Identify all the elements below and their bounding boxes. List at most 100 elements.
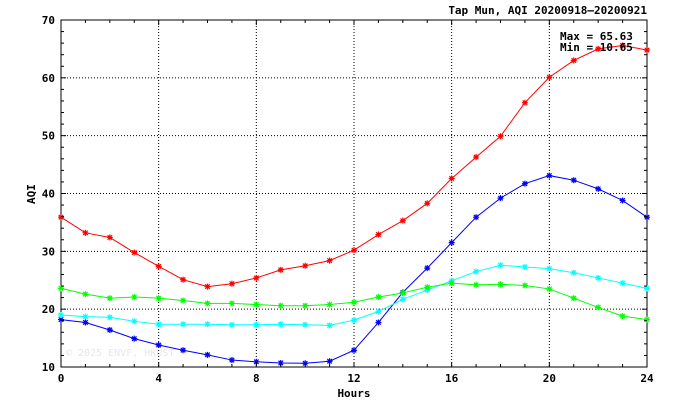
axis-ticks: 0 4 8 12 16 20 24 10 20 30 40 50 60 70 (42, 14, 654, 385)
data-point (619, 313, 626, 320)
data-point (473, 214, 480, 221)
data-point (473, 281, 480, 288)
data-point (180, 297, 187, 304)
data-point (253, 358, 260, 365)
series-group (58, 42, 650, 367)
grid (61, 20, 647, 367)
data-point (521, 263, 528, 270)
data-point (351, 247, 357, 254)
data-point (448, 280, 455, 287)
data-point (399, 289, 406, 296)
data-point (228, 321, 235, 328)
data-point (619, 197, 626, 204)
data-point (595, 274, 602, 281)
series-3 (58, 262, 650, 329)
data-point (595, 185, 602, 192)
data-point (351, 347, 357, 354)
data-point (644, 47, 650, 54)
max-annotation: Max = 65.63 (560, 30, 633, 43)
data-point (351, 299, 357, 306)
y-tick-label: 50 (42, 130, 55, 143)
data-point (497, 195, 504, 202)
data-point (375, 231, 382, 238)
x-axis-label: Hours (337, 387, 370, 400)
data-point (546, 265, 553, 272)
data-point (521, 180, 528, 187)
data-point (228, 280, 235, 287)
data-point (155, 295, 162, 302)
data-point (131, 294, 138, 301)
data-point (228, 357, 235, 364)
data-point (595, 45, 602, 52)
data-point (546, 74, 553, 81)
data-point (82, 319, 89, 326)
data-point (58, 285, 64, 292)
data-point (473, 268, 480, 275)
y-tick-label: 10 (42, 361, 55, 374)
data-point (302, 321, 309, 328)
data-point (155, 321, 162, 328)
y-tick-label: 70 (42, 14, 55, 27)
x-tick-label: 20 (543, 372, 556, 385)
data-point (131, 318, 138, 325)
data-point (570, 295, 577, 302)
data-point (302, 262, 309, 269)
data-point (424, 284, 431, 291)
data-point (155, 263, 162, 270)
data-point (570, 269, 577, 276)
data-point (106, 326, 113, 333)
series-1 (58, 42, 650, 290)
data-point (497, 262, 504, 269)
data-point (204, 351, 211, 358)
data-point (82, 229, 89, 236)
data-point (106, 314, 113, 321)
data-point (375, 308, 382, 315)
data-point (326, 257, 333, 264)
data-point (204, 283, 211, 290)
series-line (60, 264, 648, 326)
data-point (277, 266, 284, 273)
data-point (58, 214, 64, 221)
data-point (375, 294, 382, 301)
y-tick-label: 60 (42, 72, 55, 85)
data-point (399, 217, 406, 224)
x-tick-label: 4 (155, 372, 162, 385)
data-point (619, 280, 626, 287)
y-axis-label: AQI (25, 184, 38, 204)
y-tick-label: 30 (42, 245, 55, 258)
data-point (399, 296, 406, 303)
data-point (277, 302, 284, 309)
data-point (326, 301, 333, 308)
data-point (644, 316, 650, 323)
data-point (448, 175, 455, 182)
data-point (424, 265, 431, 272)
data-point (131, 335, 138, 342)
x-tick-label: 24 (640, 372, 654, 385)
data-point (497, 133, 504, 140)
data-point (351, 317, 357, 324)
series-2 (58, 172, 650, 367)
data-point (644, 214, 650, 221)
x-tick-label: 8 (253, 372, 260, 385)
data-point (82, 313, 89, 320)
data-point (228, 300, 235, 307)
data-point (497, 281, 504, 288)
data-point (277, 321, 284, 328)
data-point (180, 321, 187, 328)
x-tick-label: 12 (347, 372, 360, 385)
min-annotation: Min = 10.65 (560, 41, 633, 54)
data-point (448, 239, 455, 246)
data-point (58, 316, 64, 323)
x-tick-label: 16 (445, 372, 459, 385)
x-tick-label: 0 (58, 372, 65, 385)
data-point (204, 300, 211, 307)
data-point (82, 291, 89, 298)
data-point (180, 347, 187, 354)
chart-title: Tap Mun, AQI 20200918–20200921 (448, 4, 647, 17)
y-tick-label: 40 (42, 188, 55, 201)
data-point (546, 172, 553, 179)
data-point (180, 276, 187, 283)
data-point (570, 57, 577, 64)
data-point (277, 359, 284, 366)
data-point (302, 302, 309, 309)
